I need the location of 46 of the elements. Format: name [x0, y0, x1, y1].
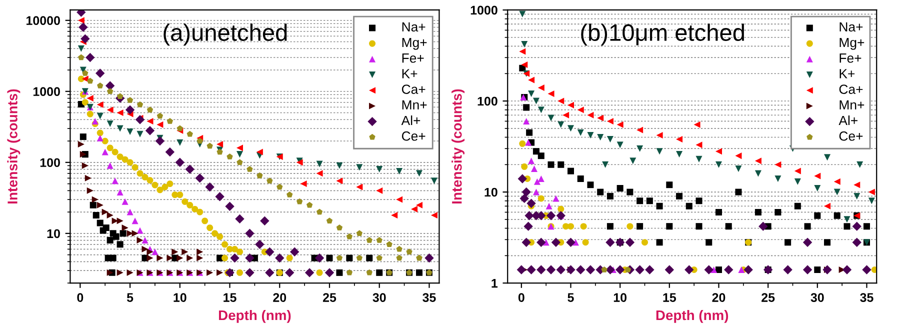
- legend-label: Mn+: [840, 100, 864, 110]
- x-axis-title: Depth (nm): [218, 310, 291, 323]
- x-tick-label: 25: [762, 293, 775, 302]
- y-tick-label: 10: [47, 229, 60, 238]
- x-tick-label: 5: [126, 293, 134, 302]
- y-tick-label: 1000: [470, 6, 498, 15]
- legend-label: Ce+: [402, 131, 426, 141]
- legend-label: Mn+: [402, 100, 427, 110]
- legend-label: Ca+: [402, 84, 426, 94]
- x-tick-label: 30: [810, 293, 824, 302]
- text: (b)10μm etched: [581, 24, 744, 46]
- legend-label: Fe+: [402, 54, 424, 63]
- legend-label: Fe+: [840, 54, 862, 63]
- legend-label: Na+: [840, 22, 863, 32]
- legend-label: Ca+: [839, 84, 863, 94]
- x-tick-label: 0: [77, 293, 84, 302]
- y-tick-label: 1000: [33, 87, 60, 96]
- text: (a)unetched: [164, 24, 287, 46]
- x-tick-label: 10: [174, 293, 186, 302]
- legend-label: Mg+: [840, 38, 864, 50]
- x-tick-label: 25: [322, 293, 336, 302]
- legend-label: Al+: [838, 115, 858, 126]
- y-tick-label: 100: [478, 96, 498, 106]
- legend-label: K+: [840, 69, 855, 78]
- legend-label: Na+: [402, 22, 426, 32]
- legend-label: K+: [402, 69, 418, 78]
- y-tick-label: 100: [40, 158, 60, 168]
- y-tick-label: 10000: [26, 16, 60, 26]
- y-tick-label: 1: [492, 278, 498, 288]
- x-tick-label: 35: [860, 293, 874, 302]
- y-tick-label: 10: [484, 188, 498, 197]
- x-tick-label: 5: [568, 293, 574, 302]
- y-axis-title: Intensity (counts): [7, 89, 20, 204]
- legend-label: Al+: [401, 115, 420, 126]
- legend-label: Mg+: [402, 38, 427, 50]
- y-axis-title: Intensity (counts): [452, 89, 465, 204]
- x-tick-label: 35: [422, 293, 436, 302]
- x-tick-label: 20: [273, 293, 286, 302]
- x-tick-label: 15: [663, 293, 676, 302]
- x-tick-label: 15: [224, 293, 236, 302]
- x-tick-label: 30: [372, 293, 386, 302]
- x-tick-label: 10: [614, 293, 627, 302]
- legend-label: Ce+: [839, 131, 863, 141]
- x-tick-label: 20: [712, 293, 726, 302]
- x-tick-label: 0: [518, 293, 524, 302]
- x-axis-title: Depth (nm): [656, 310, 728, 323]
